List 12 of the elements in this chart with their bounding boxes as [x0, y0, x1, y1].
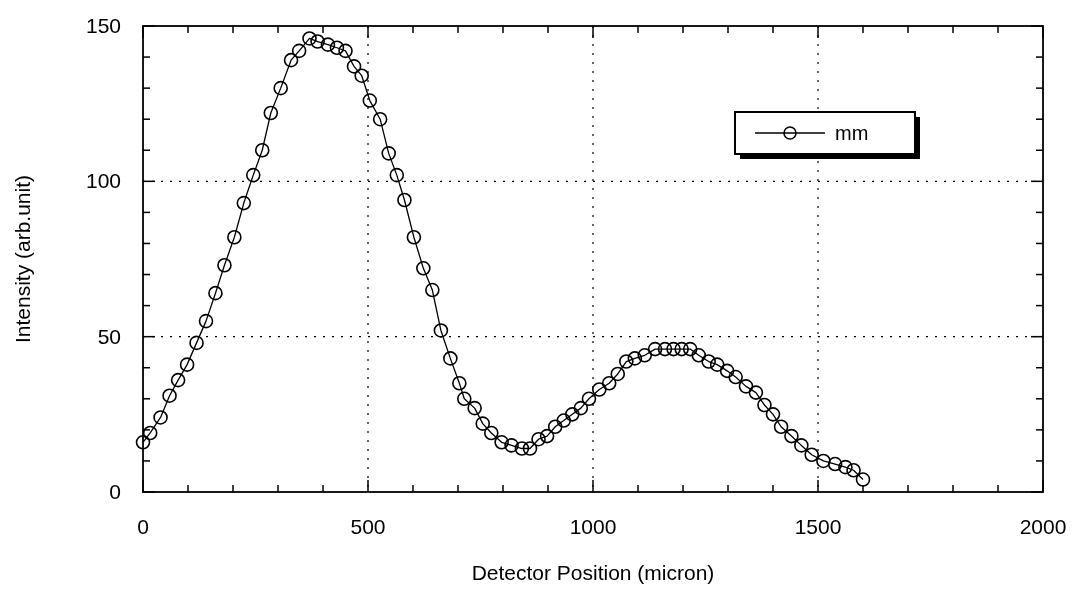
x-tick-label: 0 [137, 515, 149, 538]
x-axis-title: Detector Position (micron) [471, 561, 715, 584]
x-tick-label: 1000 [569, 515, 617, 538]
legend-label: mm [835, 122, 869, 144]
x-tick-label: 1500 [794, 515, 842, 538]
y-tick-label: 0 [109, 480, 121, 503]
x-tick-label: 500 [350, 515, 386, 538]
y-tick-label: 50 [97, 324, 121, 348]
y-tick-label: 100 [85, 169, 121, 193]
y-tick-label: 150 [85, 14, 121, 37]
y-axis-title: Intensity (arb.unit) [11, 174, 34, 344]
x-tick-label: 2000 [1019, 515, 1067, 538]
